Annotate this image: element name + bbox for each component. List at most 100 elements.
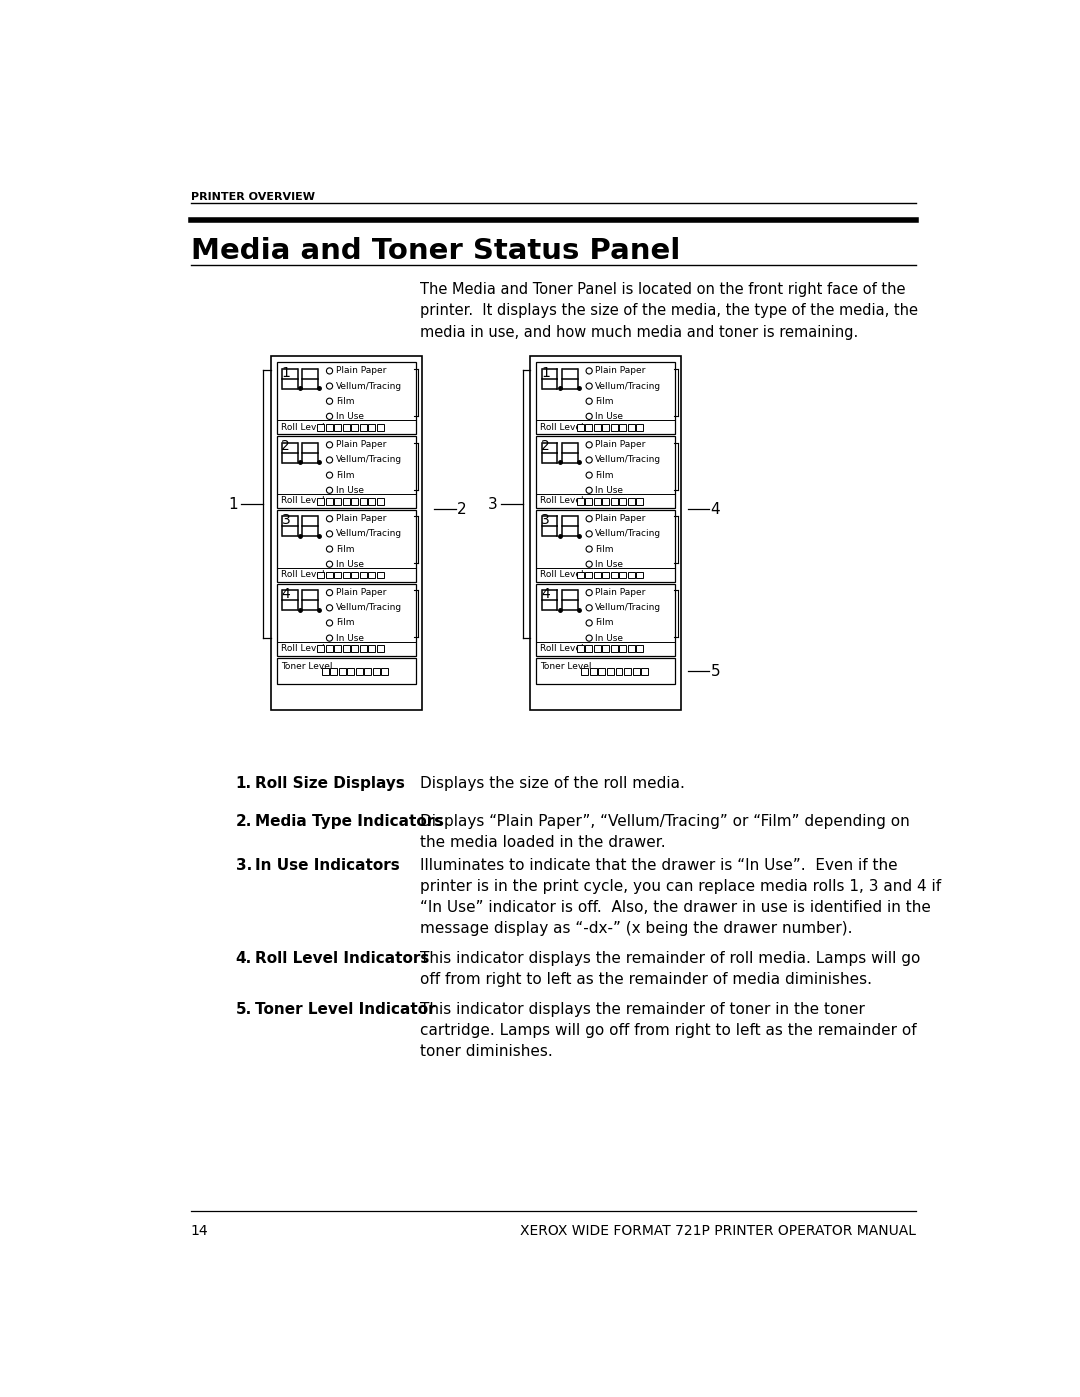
Bar xyxy=(377,497,383,504)
Text: Vellum/Tracing: Vellum/Tracing xyxy=(595,529,661,538)
Text: 2: 2 xyxy=(457,502,467,517)
Bar xyxy=(360,571,367,578)
Bar xyxy=(342,497,350,504)
Bar xyxy=(364,668,372,675)
Bar xyxy=(537,658,675,685)
Text: Film: Film xyxy=(595,545,613,553)
Bar xyxy=(360,423,367,430)
Text: Roll Level: Roll Level xyxy=(540,422,584,432)
Bar xyxy=(301,441,319,464)
Bar xyxy=(541,367,558,390)
Bar xyxy=(339,668,346,675)
Bar xyxy=(301,515,319,538)
Bar xyxy=(282,515,298,538)
Bar xyxy=(342,645,350,652)
Text: Roll Level: Roll Level xyxy=(281,644,324,654)
Bar xyxy=(276,510,416,583)
Bar xyxy=(282,367,298,390)
Text: In Use: In Use xyxy=(336,486,364,495)
Bar xyxy=(619,645,626,652)
Text: Toner Level Indicator: Toner Level Indicator xyxy=(255,1002,435,1017)
Bar xyxy=(351,571,359,578)
Bar xyxy=(562,515,578,538)
Text: Vellum/Tracing: Vellum/Tracing xyxy=(336,381,402,391)
Bar xyxy=(356,668,363,675)
Bar xyxy=(577,423,583,430)
Text: Film: Film xyxy=(336,397,354,405)
Bar xyxy=(636,423,644,430)
Bar xyxy=(642,668,648,675)
Text: Vellum/Tracing: Vellum/Tracing xyxy=(336,455,402,464)
Text: This indicator displays the remainder of toner in the toner
cartridge. Lamps wil: This indicator displays the remainder of… xyxy=(420,1002,917,1059)
Text: Toner Level: Toner Level xyxy=(540,662,592,671)
Text: PRINTER OVERVIEW: PRINTER OVERVIEW xyxy=(191,193,314,203)
Text: 4: 4 xyxy=(711,502,720,517)
Bar xyxy=(585,497,592,504)
Bar xyxy=(611,645,618,652)
Text: Film: Film xyxy=(336,619,354,627)
Text: 5: 5 xyxy=(711,664,720,679)
Text: Plain Paper: Plain Paper xyxy=(336,440,387,450)
Bar xyxy=(530,356,681,711)
Bar xyxy=(619,423,626,430)
Text: 3: 3 xyxy=(541,513,550,528)
Bar xyxy=(611,423,618,430)
Text: 3: 3 xyxy=(282,513,291,528)
Bar xyxy=(562,441,578,464)
Text: Displays the size of the roll media.: Displays the size of the roll media. xyxy=(420,775,685,791)
Bar xyxy=(368,571,375,578)
Text: Plain Paper: Plain Paper xyxy=(336,514,387,524)
Bar xyxy=(318,645,324,652)
Bar xyxy=(318,497,324,504)
Text: In Use: In Use xyxy=(595,560,623,569)
Bar xyxy=(636,571,644,578)
Bar xyxy=(334,571,341,578)
Text: Roll Level: Roll Level xyxy=(281,422,324,432)
Bar xyxy=(351,645,359,652)
Text: 4: 4 xyxy=(541,587,550,601)
Text: Plain Paper: Plain Paper xyxy=(595,440,646,450)
Bar xyxy=(271,356,422,711)
Text: Film: Film xyxy=(595,619,613,627)
Bar xyxy=(619,497,626,504)
Bar xyxy=(562,367,578,390)
Text: Vellum/Tracing: Vellum/Tracing xyxy=(336,604,402,612)
Bar xyxy=(276,436,416,509)
Bar xyxy=(627,497,635,504)
Text: XEROX WIDE FORMAT 721P PRINTER OPERATOR MANUAL: XEROX WIDE FORMAT 721P PRINTER OPERATOR … xyxy=(521,1224,916,1238)
Text: Roll Size Displays: Roll Size Displays xyxy=(255,775,405,791)
Text: Film: Film xyxy=(595,471,613,479)
Bar xyxy=(322,668,328,675)
Bar xyxy=(318,423,324,430)
Bar xyxy=(594,423,600,430)
Bar xyxy=(594,497,600,504)
Bar xyxy=(377,423,383,430)
Bar xyxy=(368,497,375,504)
Text: Film: Film xyxy=(595,397,613,405)
Bar xyxy=(326,645,333,652)
Bar xyxy=(598,668,606,675)
Text: 2: 2 xyxy=(541,440,550,454)
Text: 14: 14 xyxy=(191,1224,208,1238)
Bar xyxy=(351,497,359,504)
Bar xyxy=(619,571,626,578)
Bar xyxy=(581,668,589,675)
Bar xyxy=(342,423,350,430)
Bar xyxy=(636,645,644,652)
Bar xyxy=(334,497,341,504)
Bar xyxy=(330,668,337,675)
Bar xyxy=(585,645,592,652)
Text: Vellum/Tracing: Vellum/Tracing xyxy=(595,455,661,464)
Bar xyxy=(541,588,558,612)
Bar xyxy=(585,423,592,430)
Bar xyxy=(537,436,675,509)
Bar xyxy=(627,571,635,578)
Text: Vellum/Tracing: Vellum/Tracing xyxy=(595,604,661,612)
Text: Roll Level: Roll Level xyxy=(540,644,584,654)
Bar xyxy=(537,584,675,655)
Bar xyxy=(585,571,592,578)
Bar xyxy=(377,571,383,578)
Text: 5.: 5. xyxy=(235,1002,252,1017)
Bar xyxy=(590,668,597,675)
Bar xyxy=(377,645,383,652)
